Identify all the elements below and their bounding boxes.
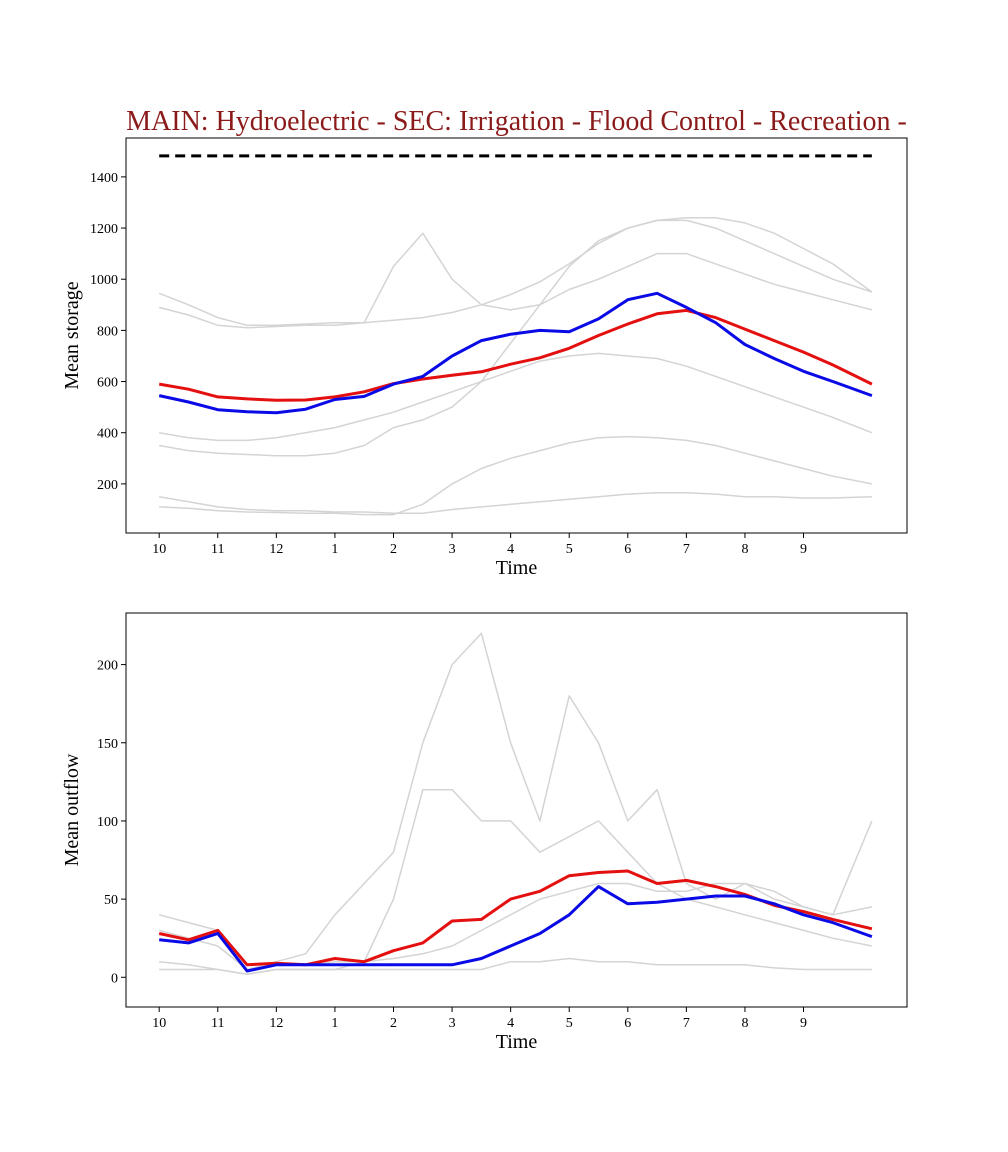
x-tick-label: 6 — [624, 542, 631, 557]
y-tick-label: 0 — [111, 971, 118, 986]
y-axis-label: Mean outflow — [61, 753, 83, 866]
y-tick-label: 600 — [97, 376, 118, 391]
x-axis-label: Time — [496, 1031, 538, 1053]
x-tick-label: 6 — [624, 1016, 631, 1031]
series-line — [159, 492, 872, 515]
series-line — [158, 869, 873, 967]
x-tick-label: 2 — [390, 542, 397, 557]
series-line — [159, 232, 873, 329]
y-tick-label: 100 — [97, 815, 118, 830]
y-tick-label: 1200 — [90, 222, 118, 237]
x-axis-label: Time — [496, 557, 538, 579]
y-tick-label: 200 — [97, 659, 118, 674]
x-tick-label: 8 — [741, 1016, 748, 1031]
series-line — [159, 885, 873, 973]
x-tick-label: 3 — [449, 542, 456, 557]
y-tick-label: 50 — [104, 893, 118, 908]
plot-frame — [125, 137, 908, 534]
series-line — [159, 957, 872, 975]
chart-title: MAIN: Hydroelectric - SEC: Irrigation - … — [126, 106, 907, 137]
x-tick-label: 12 — [269, 1016, 283, 1031]
series-line — [159, 788, 873, 975]
series-line — [158, 308, 873, 402]
x-tick-label: 11 — [211, 1016, 224, 1031]
series-line — [158, 217, 873, 327]
y-tick-label: 1400 — [90, 171, 118, 186]
series-line — [159, 435, 873, 516]
x-tick-label: 4 — [507, 542, 514, 557]
x-tick-label: 7 — [683, 1016, 690, 1031]
y-tick-label: 150 — [97, 737, 118, 752]
x-tick-label: 9 — [800, 542, 807, 557]
x-tick-label: 3 — [449, 1016, 456, 1031]
plot-frame — [125, 612, 908, 1008]
series-line — [159, 352, 873, 442]
x-tick-label: 11 — [211, 542, 224, 557]
x-tick-label: 5 — [566, 1016, 573, 1031]
x-tick-label: 5 — [566, 542, 573, 557]
x-tick-label: 2 — [390, 1016, 397, 1031]
y-tick-label: 800 — [97, 324, 118, 339]
y-axis-label: Mean storage — [61, 281, 83, 389]
x-tick-label: 8 — [741, 542, 748, 557]
series-line — [159, 219, 873, 457]
x-tick-label: 1 — [331, 1016, 338, 1031]
x-tick-label: 10 — [152, 1016, 166, 1031]
x-tick-label: 4 — [507, 1016, 514, 1031]
x-tick-label: 7 — [683, 542, 690, 557]
y-tick-label: 400 — [97, 427, 118, 442]
x-tick-label: 1 — [331, 542, 338, 557]
x-tick-label: 10 — [152, 542, 166, 557]
x-tick-label: 9 — [800, 1016, 807, 1031]
y-tick-label: 200 — [97, 478, 118, 493]
series-line — [159, 632, 873, 971]
series-line — [158, 291, 873, 415]
x-tick-label: 12 — [269, 542, 283, 557]
y-tick-label: 1000 — [90, 273, 118, 288]
